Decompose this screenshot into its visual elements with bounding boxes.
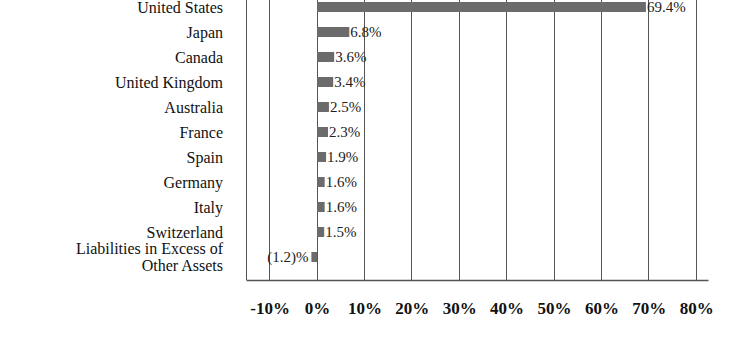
grid-line (506, 0, 507, 280)
bar (317, 227, 324, 237)
bar (317, 102, 329, 112)
category-label-line: Italy (194, 199, 223, 217)
grid-line (696, 0, 697, 280)
data-label: 6.8% (350, 24, 381, 40)
grid-line (554, 0, 555, 280)
tick-label: 20% (395, 299, 429, 318)
tick: 50% (538, 280, 572, 318)
grid (270, 0, 696, 280)
bar (311, 252, 317, 262)
bar (317, 27, 349, 37)
grid-line (411, 0, 412, 280)
category-label: Germany (163, 174, 223, 192)
category-label-line: Switzerland (147, 224, 223, 241)
category-label-line: Japan (187, 24, 223, 42)
tick: 30% (443, 280, 477, 318)
grid-line (269, 0, 270, 280)
category-label: France (179, 124, 223, 141)
data-label: 1.6% (326, 174, 357, 190)
grid-line (601, 0, 602, 280)
data-label: 3.6% (335, 49, 366, 65)
bar (317, 127, 328, 137)
category-label-line: Liabilities in Excess of (76, 240, 224, 257)
category-label: United States (137, 0, 223, 16)
bar (317, 52, 334, 62)
data-label: 3.4% (334, 74, 365, 90)
bar (317, 152, 326, 162)
grid-line (648, 0, 649, 280)
tick: 70% (632, 280, 666, 318)
category-label: Italy (194, 199, 223, 217)
bar (317, 2, 646, 12)
category-label: Japan (187, 24, 223, 42)
axis-line (247, 280, 709, 282)
tick: 0% (305, 280, 331, 318)
category-label: Switzerland (147, 224, 223, 241)
tick-label: 60% (585, 299, 619, 318)
tick-label: -10% (250, 299, 290, 318)
tick-label: 80% (680, 299, 714, 318)
tick-label: 50% (538, 299, 572, 318)
data-label: 1.5% (325, 224, 356, 240)
category-labels: United States Japan Canada United Kingdom Au… (76, 0, 224, 274)
grid-line (317, 0, 318, 280)
grid-line (459, 0, 460, 280)
category-label-line: Australia (164, 99, 223, 116)
bar (317, 177, 325, 187)
category-label: Canada (175, 49, 223, 66)
category-label-line: Germany (163, 174, 223, 192)
category-label-line: Canada (175, 49, 223, 66)
chart: 69.4% 6.8% 3.6% 3.4% 2.5% 2.3% 1.9% 1.6% 1.6% 1.5… (0, 0, 756, 356)
bars (311, 2, 646, 262)
frame-line (246, 0, 247, 280)
category-label-line: United States (137, 0, 223, 16)
tick: 80% (680, 280, 714, 318)
bar (317, 202, 325, 212)
data-label: 2.3% (329, 124, 360, 140)
data-label: 69.4% (647, 0, 686, 15)
tick: 40% (490, 280, 524, 318)
data-labels: 69.4% 6.8% 3.6% 3.4% 2.5% 2.3% 1.9% 1.6% 1.6% 1.5… (267, 0, 686, 266)
tick-label: 40% (490, 299, 524, 318)
tick-label: 30% (443, 299, 477, 318)
tick: 10% (348, 280, 382, 318)
category-label: Spain (187, 149, 223, 167)
category-label-line: United Kingdom (115, 74, 224, 92)
tick-label: 0% (305, 299, 331, 318)
tick: -10% (250, 280, 290, 318)
data-label: 1.9% (327, 149, 358, 165)
data-label: 1.6% (326, 199, 357, 215)
category-label: Australia (164, 99, 223, 116)
category-label-line: Spain (187, 149, 223, 167)
category-label: United Kingdom (115, 74, 224, 92)
x-axis: -10% 0% 10% 20% 30% 40% 50% 60% 70% 80% (247, 280, 714, 318)
category-label-line: Other Assets (142, 257, 223, 274)
category-label: Liabilities in Excess ofOther Assets (76, 240, 224, 274)
tick-label: 70% (632, 299, 666, 318)
tick-label: 10% (348, 299, 382, 318)
tick: 60% (585, 280, 619, 318)
grid-line (364, 0, 365, 280)
data-label: 2.5% (330, 99, 361, 115)
category-label-line: France (179, 124, 223, 141)
data-label: (1.2)% (267, 249, 308, 266)
bar (317, 77, 333, 87)
tick: 20% (395, 280, 429, 318)
